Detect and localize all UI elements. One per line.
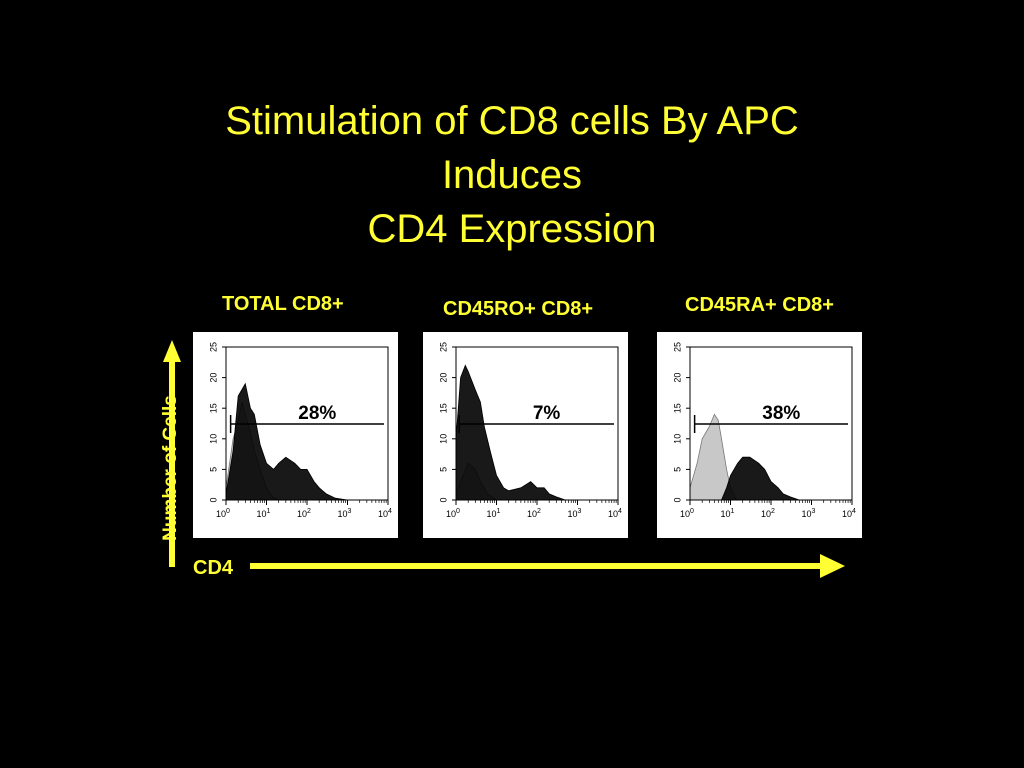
y-tick-label-25: 25 xyxy=(208,342,218,352)
x-tick-label-3: 103 xyxy=(568,508,582,519)
x-tick-label-0: 100 xyxy=(446,508,460,519)
x-tick-label-1: 101 xyxy=(487,508,501,519)
histogram-cd45ra-cd8: 0 5 10 15 20 25 100 101 102 103 104 38% xyxy=(672,342,856,519)
x-tick-label-2: 102 xyxy=(297,508,311,519)
y-tick-label-15: 15 xyxy=(672,403,682,413)
y-tick-label-15: 15 xyxy=(208,403,218,413)
x-tick-label-4: 104 xyxy=(842,508,856,519)
y-tick-label-25: 25 xyxy=(672,342,682,352)
y-tick-label-10: 10 xyxy=(672,434,682,444)
y-tick-label-5: 5 xyxy=(438,467,448,472)
x-tick-label-2: 102 xyxy=(761,508,775,519)
panel-label-total-cd8: TOTAL CD8+ xyxy=(222,293,344,315)
histogram-panel-cd45ro-cd8: 0 5 10 15 20 25 100 101 102 103 104 7% xyxy=(423,332,628,538)
y-tick-label-0: 0 xyxy=(208,497,218,502)
y-axis-arrowhead xyxy=(163,340,181,362)
x-tick-label-3: 103 xyxy=(338,508,352,519)
x-axis-arrowhead xyxy=(820,554,845,578)
x-tick-label-2: 102 xyxy=(527,508,541,519)
histogram-series-1 xyxy=(225,382,348,501)
x-tick-label-0: 100 xyxy=(680,508,694,519)
gate-percent-label: 28% xyxy=(298,403,336,424)
slide-title-line-1: Stimulation of CD8 cells By APC xyxy=(225,99,799,143)
x-tick-label-3: 103 xyxy=(802,508,816,519)
x-tick-label-4: 104 xyxy=(608,508,622,519)
slide-title-line-2: Induces xyxy=(441,153,583,197)
slide-title-line-3: CD4 Expression xyxy=(367,207,657,251)
y-tick-label-20: 20 xyxy=(208,373,218,383)
y-tick-label-0: 0 xyxy=(438,497,448,502)
x-tick-label-1: 101 xyxy=(721,508,735,519)
y-tick-label-0: 0 xyxy=(672,497,682,502)
histogram-series-1 xyxy=(720,456,800,501)
y-axis-label: Number of Cells xyxy=(160,395,181,541)
histogram-cd45ro-cd8: 0 5 10 15 20 25 100 101 102 103 104 7% xyxy=(438,342,622,519)
gate-percent-label: 38% xyxy=(762,403,800,424)
x-tick-label-4: 104 xyxy=(378,508,392,519)
y-tick-label-15: 15 xyxy=(438,403,448,413)
x-tick-label-0: 100 xyxy=(216,508,230,519)
gate-percent-label: 7% xyxy=(533,403,561,424)
y-tick-label-10: 10 xyxy=(208,434,218,444)
panel-label-cd45ra-cd8: CD45RA+ CD8+ xyxy=(685,294,834,316)
y-tick-label-20: 20 xyxy=(672,373,682,383)
y-tick-label-25: 25 xyxy=(438,342,448,352)
y-tick-label-20: 20 xyxy=(438,373,448,383)
histogram-panel-total-cd8: 0 5 10 15 20 25 100 101 102 103 104 28% xyxy=(193,332,398,538)
panel-label-cd45ro-cd8: CD45RO+ CD8+ xyxy=(443,298,594,320)
x-axis-label: CD4 xyxy=(193,557,234,579)
histogram-series-1 xyxy=(455,364,566,501)
x-tick-label-1: 101 xyxy=(257,508,271,519)
histogram-total-cd8: 0 5 10 15 20 25 100 101 102 103 104 28% xyxy=(208,342,392,519)
y-tick-label-10: 10 xyxy=(438,434,448,444)
y-tick-label-5: 5 xyxy=(208,467,218,472)
histogram-panel-cd45ra-cd8: 0 5 10 15 20 25 100 101 102 103 104 38% xyxy=(657,332,862,538)
y-tick-label-5: 5 xyxy=(672,467,682,472)
